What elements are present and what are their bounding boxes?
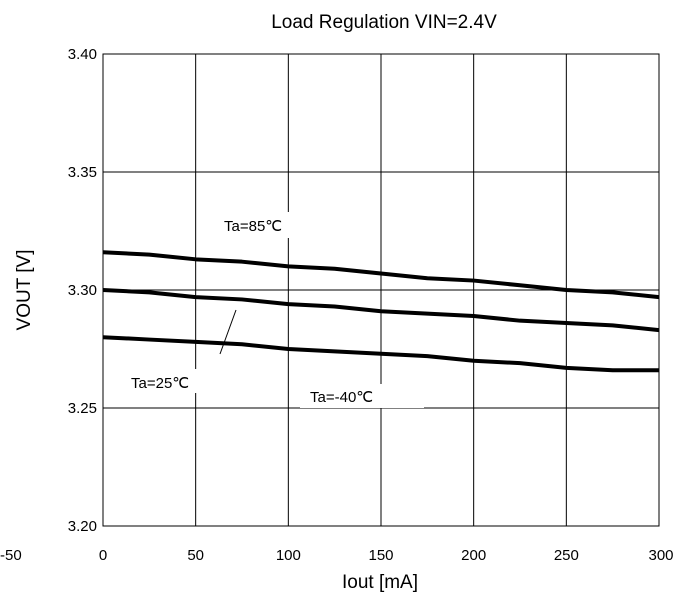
x-tick-label: 250	[554, 547, 579, 564]
series-lines	[102, 250, 660, 373]
y-tick-label: 3.40	[68, 46, 97, 63]
annotation-ta-25: Ta=25℃	[131, 375, 189, 392]
annotation-ta-85: Ta=85℃	[224, 218, 282, 235]
series-line	[102, 288, 660, 333]
x-tick-label: 0	[99, 547, 107, 564]
annotation-ta-minus40: Ta=-40℃	[310, 389, 373, 406]
y-tick-label: 3.35	[68, 164, 97, 181]
annotation-leader-25	[219, 309, 237, 355]
x-tick-labels: -50 0 50 100 150 200 250 300	[0, 547, 674, 564]
x-tick-label: 150	[368, 547, 393, 564]
y-tick-labels: 3.20 3.25 3.30 3.35 3.40	[68, 46, 97, 535]
annotation-bg-25	[128, 369, 246, 393]
x-tick-label: 50	[187, 547, 204, 564]
y-tick-label: 3.25	[68, 400, 97, 417]
y-tick-label: 3.30	[68, 282, 97, 299]
series-line	[102, 250, 660, 300]
chart-title: Load Regulation VIN=2.4V	[271, 12, 497, 33]
annotation-bg-85	[218, 212, 304, 238]
annotation-bg-m40	[300, 384, 424, 408]
x-tick-label: 200	[461, 547, 486, 564]
series-line	[102, 335, 659, 373]
x-axis-label: Iout [mA]	[342, 572, 418, 593]
x-tick-label: 300	[648, 547, 673, 564]
x-tick-label: 100	[276, 547, 301, 564]
y-axis-label: VOUT [V]	[14, 250, 35, 331]
y-tick-label: 3.20	[68, 518, 97, 535]
x-tick-label: -50	[0, 547, 22, 564]
